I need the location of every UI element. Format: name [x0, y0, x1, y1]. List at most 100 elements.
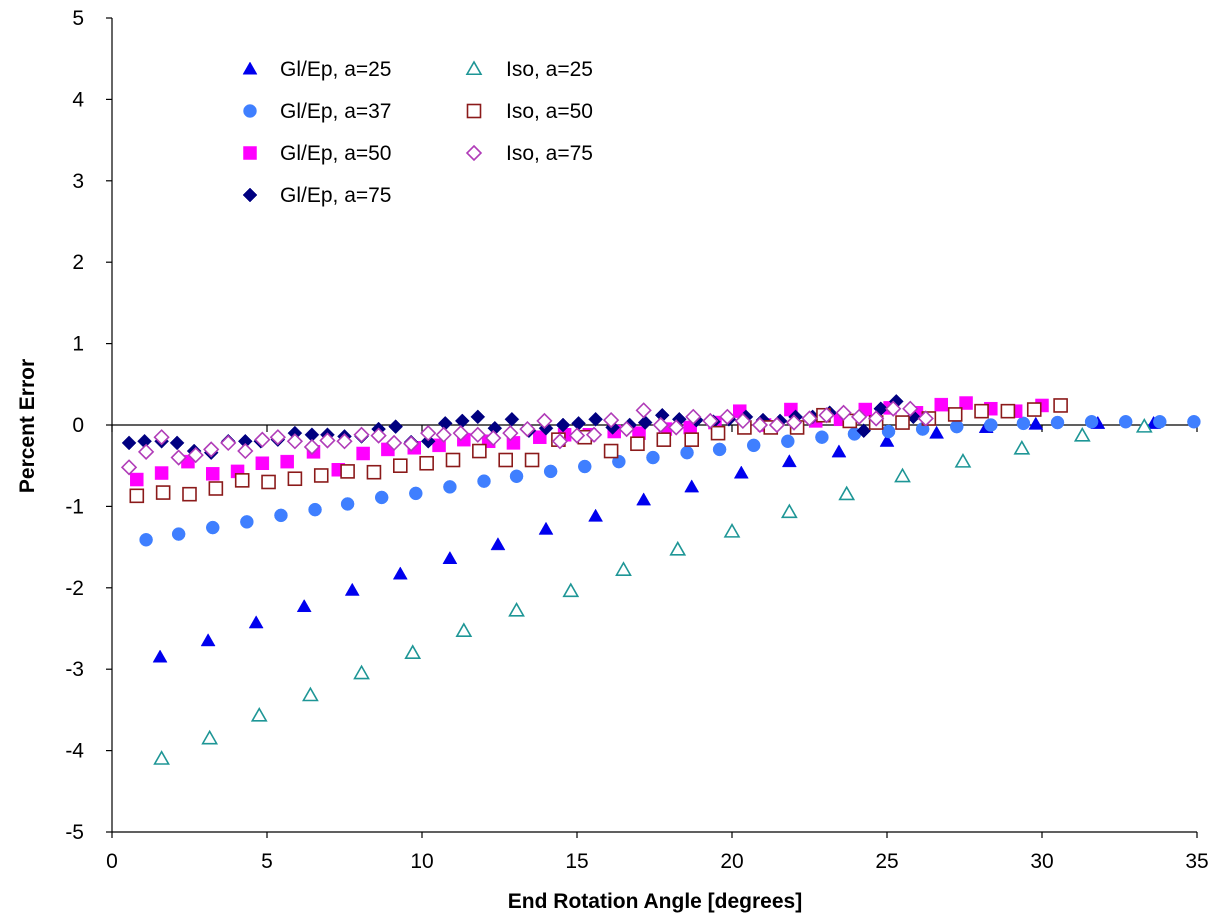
- legend-label: Iso, a=25: [506, 58, 593, 81]
- data-point: [469, 426, 486, 443]
- legend-item: Gl/Ep, a=75: [242, 184, 392, 207]
- data-point: [902, 400, 919, 417]
- data-point: [171, 527, 186, 541]
- data-point: [568, 427, 586, 444]
- data-point: [455, 622, 473, 637]
- data-point: [636, 492, 652, 506]
- legend-item: Iso, a=25: [465, 58, 593, 81]
- data-point: [129, 488, 145, 504]
- data-point: [1013, 439, 1031, 455]
- data-point: [519, 420, 536, 438]
- data-point: [524, 452, 540, 468]
- data-point: [385, 434, 403, 452]
- data-point: [555, 417, 571, 433]
- legend-marker: [466, 103, 482, 119]
- data-point: [1073, 426, 1091, 442]
- data-point: [302, 686, 319, 702]
- data-point: [536, 412, 553, 430]
- data-point: [646, 450, 660, 465]
- data-point: [240, 515, 254, 529]
- data-point: [336, 433, 353, 450]
- data-point: [612, 454, 626, 469]
- data-point: [139, 533, 153, 547]
- data-point: [152, 649, 168, 663]
- data-point: [409, 486, 423, 501]
- data-point: [656, 432, 672, 447]
- data-point: [712, 442, 727, 457]
- legend-item: Iso, a=75: [465, 142, 593, 165]
- data-point: [153, 750, 170, 765]
- data-point: [723, 523, 741, 538]
- data-point: [254, 431, 271, 448]
- data-point: [850, 408, 868, 425]
- data-point: [947, 407, 963, 422]
- data-point: [201, 729, 219, 745]
- x-tick-label: 5: [261, 850, 273, 873]
- data-point: [780, 503, 798, 519]
- y-tick-label: 4: [72, 88, 84, 111]
- y-tick-label: -5: [65, 821, 84, 844]
- data-point: [353, 426, 370, 443]
- data-point: [392, 458, 408, 474]
- data-point: [287, 471, 303, 487]
- data-point: [340, 464, 355, 479]
- data-point: [319, 432, 336, 449]
- data-point: [934, 397, 948, 412]
- data-point: [187, 446, 204, 464]
- data-point: [445, 452, 461, 468]
- data-point: [685, 408, 702, 425]
- data-point: [710, 425, 726, 441]
- data-point: [615, 561, 632, 576]
- data-point: [392, 566, 408, 580]
- data-point: [974, 403, 989, 419]
- data-point: [442, 550, 458, 564]
- x-axis-ticks: 0 5 10 15 20 25 30 35: [106, 425, 1209, 873]
- legend-label: Gl/Ep, a=75: [280, 184, 392, 207]
- data-point: [984, 418, 998, 432]
- data-point: [603, 443, 619, 459]
- data-point: [237, 442, 254, 460]
- data-point: [1084, 414, 1099, 429]
- legend-marker: [243, 146, 257, 160]
- y-tick-label: -4: [65, 740, 84, 763]
- series-2: [139, 414, 1201, 547]
- data-point: [1016, 416, 1031, 431]
- data-point: [452, 425, 469, 442]
- data-point: [680, 445, 694, 460]
- data-point: [261, 474, 276, 490]
- data-point: [668, 419, 685, 436]
- legend-item: Gl/Ep, a=37: [243, 100, 392, 123]
- data-point: [508, 601, 525, 617]
- legend-label: Iso, a=75: [506, 142, 593, 165]
- x-tick-label: 25: [875, 850, 898, 873]
- data-point: [751, 416, 769, 434]
- series-7: [120, 400, 934, 476]
- data-point: [588, 411, 603, 427]
- data-point: [353, 664, 370, 680]
- data-point: [781, 454, 797, 468]
- data-point: [208, 481, 224, 496]
- data-point: [652, 416, 669, 434]
- data-point: [388, 419, 404, 434]
- data-point: [917, 410, 934, 427]
- data-point: [248, 615, 264, 629]
- data-point: [477, 474, 491, 488]
- data-point: [734, 412, 751, 430]
- x-tick-label: 20: [720, 850, 743, 873]
- data-point: [578, 459, 592, 474]
- x-tick-label: 15: [565, 850, 588, 873]
- data-point: [206, 467, 220, 481]
- legend-marker: [465, 144, 483, 162]
- data-point: [420, 433, 436, 449]
- data-point: [1026, 402, 1042, 417]
- data-point: [868, 410, 885, 427]
- data-point: [137, 443, 155, 460]
- data-point: [1028, 416, 1044, 430]
- data-point: [169, 435, 185, 451]
- data-point: [1050, 415, 1065, 430]
- data-point: [280, 454, 294, 469]
- y-tick-label: -1: [65, 495, 84, 518]
- data-point: [155, 485, 171, 500]
- legend-label: Iso, a=50: [506, 100, 593, 123]
- data-point: [366, 464, 382, 480]
